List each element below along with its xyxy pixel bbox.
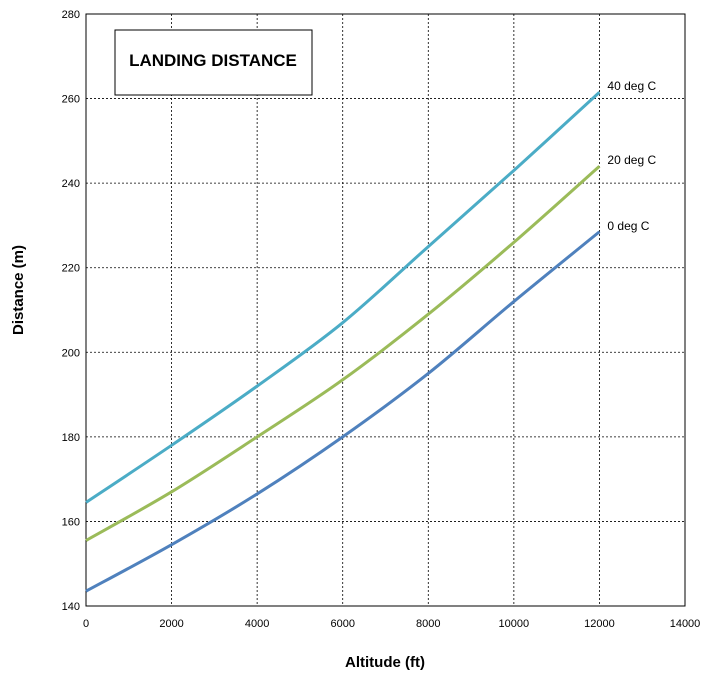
x-tick-label: 6000	[330, 618, 354, 630]
series-line-40-deg-c	[85, 91, 601, 504]
plot-area	[85, 13, 686, 607]
y-axis-ticks: 140 160 180 200 220 240 260 280	[62, 9, 80, 613]
x-tick-label: 14000	[670, 618, 701, 630]
y-tick-label: 280	[62, 9, 80, 21]
x-tick-label: 10000	[499, 618, 530, 630]
grid-lines	[86, 14, 685, 606]
x-axis-ticks: 0 2000 4000 6000 8000 10000 12000 14000	[83, 618, 700, 630]
y-tick-label: 260	[62, 94, 80, 106]
y-axis-title: Distance (m)	[10, 245, 27, 335]
series-label-20-deg-c: 20 deg C	[607, 153, 656, 167]
x-tick-label: 2000	[159, 618, 183, 630]
chart-title: LANDING DISTANCE	[129, 51, 297, 70]
series-label-40-deg-c: 40 deg C	[607, 79, 656, 93]
y-tick-label: 220	[62, 263, 80, 275]
x-axis-title: Altitude (ft)	[345, 654, 425, 671]
series-label-0-deg-c: 0 deg C	[607, 219, 649, 233]
y-tick-label: 180	[62, 432, 80, 444]
series-lines	[85, 91, 601, 593]
y-tick-label: 240	[62, 178, 80, 190]
series-line-20-deg-c	[85, 165, 601, 542]
y-tick-label: 200	[62, 347, 80, 359]
x-tick-label: 8000	[416, 618, 440, 630]
x-tick-label: 0	[83, 618, 89, 630]
series-line-0-deg-c	[85, 230, 601, 593]
chart-title-box	[114, 29, 313, 96]
x-tick-label: 12000	[584, 618, 615, 630]
y-tick-label: 160	[62, 516, 80, 528]
series-labels: 40 deg C 20 deg C 0 deg C	[607, 79, 656, 233]
y-tick-label: 140	[62, 601, 80, 613]
x-tick-label: 4000	[245, 618, 269, 630]
